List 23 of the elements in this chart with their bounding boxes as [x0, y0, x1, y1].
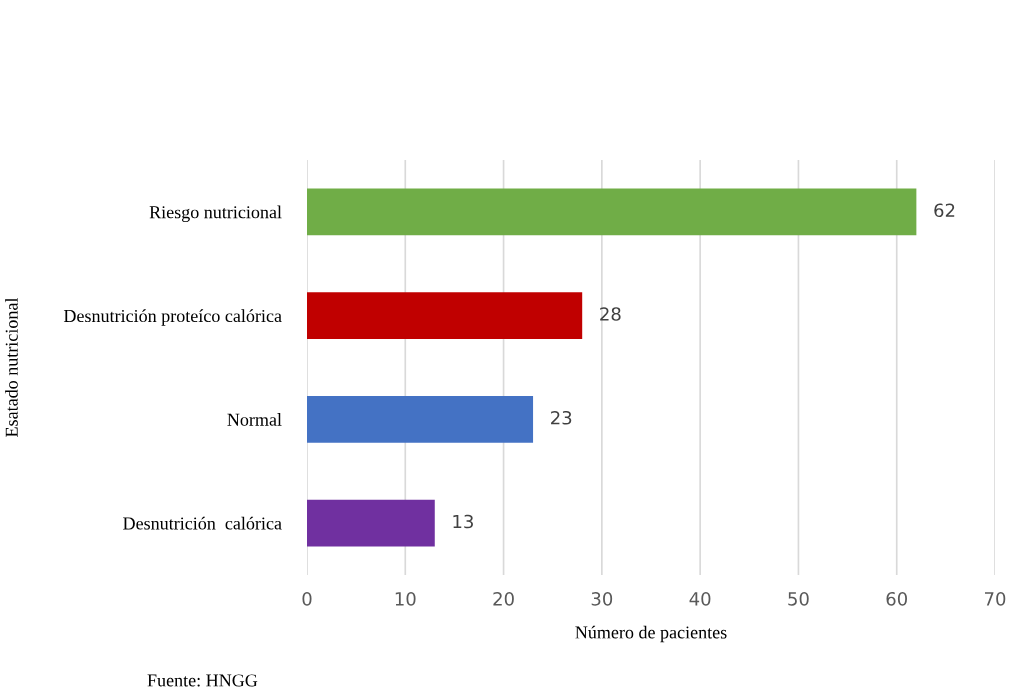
x-tick-label: 0 — [302, 591, 312, 606]
x-tick-label: 50 — [788, 591, 809, 606]
x-tick-label: 10 — [395, 591, 416, 606]
x-tick-label: 70 — [984, 591, 1006, 606]
x-tick-label: 40 — [689, 591, 711, 606]
y-tick-label: Desnutrición calórica — [123, 516, 282, 530]
x-tick-label: 60 — [886, 591, 907, 606]
bar — [307, 188, 917, 236]
bar — [307, 396, 534, 443]
source-note: Fuente: HNGG — [147, 674, 258, 687]
bar — [307, 499, 435, 547]
x-tick-label: 20 — [493, 591, 514, 606]
data-label: 13 — [453, 514, 473, 529]
x-tick-label: 30 — [591, 591, 613, 606]
y-axis-title: Esatado nutricional — [5, 297, 18, 437]
bar — [307, 292, 583, 339]
y-tick-label: Desnutrición proteíco calórica — [63, 309, 282, 326]
y-tick-label: Normal — [227, 413, 282, 426]
x-axis-title: Número de pacientes — [575, 625, 727, 643]
data-label: 28 — [600, 307, 621, 321]
data-label: 62 — [934, 203, 955, 218]
y-tick-label: Riesgo nutricional — [149, 205, 282, 223]
data-label: 23 — [551, 410, 572, 425]
